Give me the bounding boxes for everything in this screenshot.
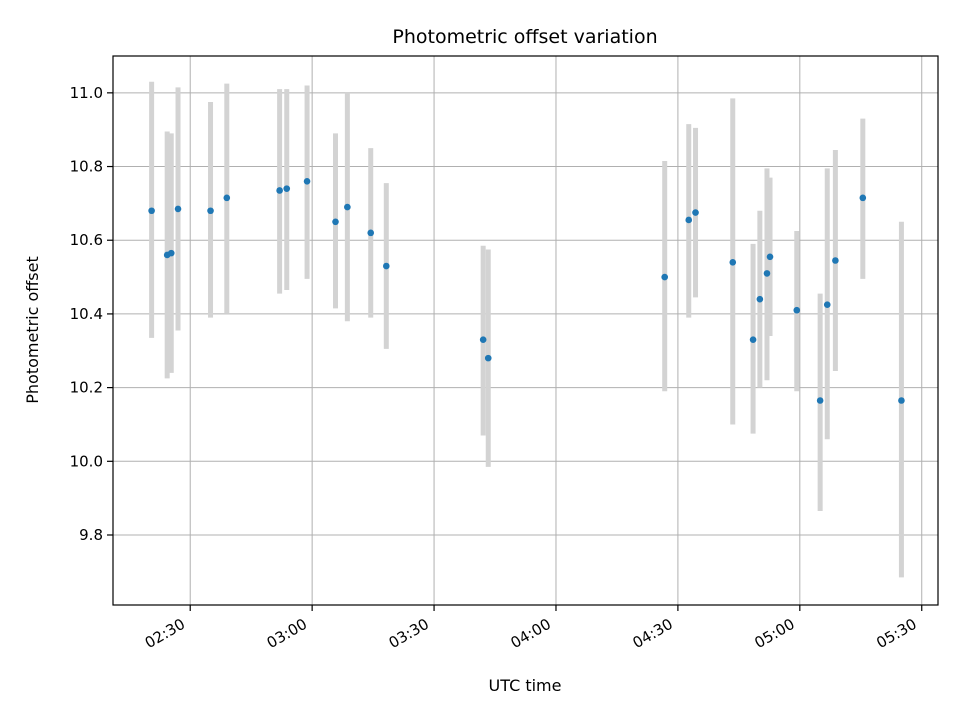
- y-tick-label: 10.6: [70, 231, 103, 249]
- data-point: [832, 257, 839, 264]
- y-axis-ticks: 9.8 10.0 10.2 10.4 10.6 10.8 11.0: [70, 84, 113, 544]
- data-point: [763, 270, 771, 277]
- y-tick-label: 9.8: [79, 526, 103, 544]
- data-point: [756, 295, 764, 303]
- data-point: [729, 259, 737, 266]
- data-point: [303, 177, 311, 185]
- data-point: [276, 187, 283, 194]
- chart-title: Photometric offset variation: [392, 26, 657, 48]
- data-point: [816, 397, 824, 404]
- data-point: [661, 273, 668, 281]
- data-point: [898, 397, 905, 404]
- y-tick-label: 10.4: [70, 305, 103, 323]
- y-tick-label: 10.2: [70, 379, 103, 397]
- data-point: [283, 185, 291, 192]
- data-point: [793, 306, 801, 314]
- data-points: [148, 177, 905, 404]
- y-tick-label: 11.0: [70, 84, 103, 102]
- data-point: [692, 209, 699, 216]
- data-point: [344, 203, 351, 211]
- data-point: [223, 194, 231, 202]
- data-point: [383, 262, 390, 270]
- x-axis-title: UTC time: [489, 676, 562, 695]
- data-point: [766, 253, 774, 261]
- data-point: [749, 336, 757, 344]
- grid-lines: [113, 56, 938, 605]
- data-point: [167, 249, 175, 257]
- plot-frame: [112, 55, 939, 606]
- data-point: [823, 301, 831, 309]
- y-axis-title: Photometric offset: [23, 256, 42, 404]
- plot-area-background: [113, 56, 938, 605]
- data-point: [332, 218, 339, 226]
- data-point: [207, 207, 214, 215]
- data-point: [484, 354, 492, 362]
- y-tick-label: 10.0: [70, 452, 103, 470]
- data-point: [174, 205, 182, 213]
- data-point: [479, 336, 487, 344]
- data-point: [148, 207, 155, 215]
- data-point: [685, 216, 693, 224]
- data-point: [859, 194, 867, 202]
- y-tick-label: 10.8: [70, 158, 103, 176]
- data-point: [367, 229, 375, 237]
